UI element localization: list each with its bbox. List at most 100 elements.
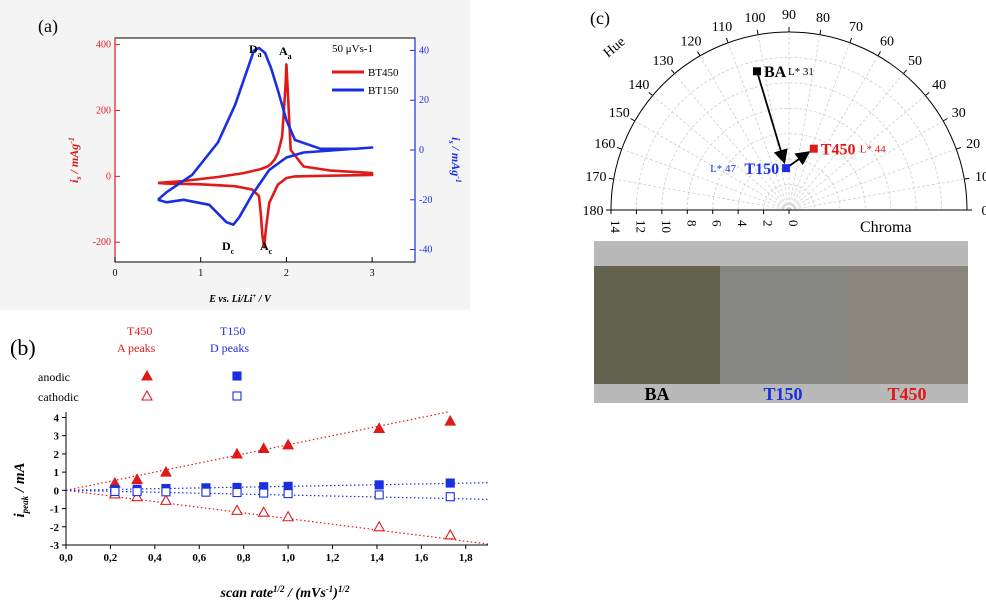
data-point bbox=[282, 510, 295, 522]
data-point bbox=[160, 465, 172, 477]
chroma-ring bbox=[712, 133, 866, 211]
hue-tick bbox=[925, 91, 930, 96]
swatch-t150 bbox=[720, 266, 846, 384]
hue-tick bbox=[608, 177, 614, 180]
data-point bbox=[232, 487, 242, 498]
panel-c-chart: (c) 010203040506070809010011012013014015… bbox=[583, 8, 986, 404]
point-label-t150: T150 bbox=[744, 161, 779, 178]
hue-tick bbox=[670, 69, 675, 74]
legend-a-peaks: A peaks bbox=[117, 341, 156, 355]
data-point bbox=[445, 478, 455, 488]
panel-b-chart: (b) T450 A peaks T150 D peaks anodic cat… bbox=[10, 324, 489, 601]
x-tick-label: 1,0 bbox=[281, 552, 295, 564]
legend-t450: T450 bbox=[127, 324, 152, 338]
panel-b-points bbox=[108, 414, 457, 540]
x-tick-label: 0,4 bbox=[148, 552, 162, 564]
data-point bbox=[110, 486, 120, 496]
y-left-tick-label: -200 bbox=[93, 237, 111, 248]
hue-tick-label: 160 bbox=[594, 137, 615, 152]
y-tick-label: 1 bbox=[54, 467, 60, 479]
panel-a-ylabel-left: is / mAg-1 bbox=[67, 137, 83, 183]
hue-spoke bbox=[788, 55, 879, 211]
legend-d-peaks: D peaks bbox=[210, 341, 249, 355]
hue-tick-label: 150 bbox=[609, 106, 630, 121]
x-tick-label: 0,6 bbox=[192, 552, 206, 564]
y-tick-label: 2 bbox=[54, 449, 60, 461]
y-right-tick-label: 20 bbox=[419, 95, 429, 106]
legend-anodic: anodic bbox=[38, 370, 70, 384]
series-line-bt450 bbox=[157, 63, 374, 249]
legend-title: 50 μVs-1 bbox=[332, 43, 373, 55]
lightness-label-t450: L* 44 bbox=[860, 144, 886, 156]
data-point bbox=[131, 490, 144, 502]
chroma-ring bbox=[636, 57, 942, 211]
panel-a-series bbox=[157, 46, 374, 249]
lightness-label-ba: L* 31 bbox=[788, 66, 814, 78]
y-left-tick-label: 400 bbox=[96, 40, 111, 51]
hue-tick-label: 130 bbox=[653, 54, 674, 69]
legend-cathodic: cathodic bbox=[38, 390, 79, 404]
legend-marker-t150-cathodic bbox=[232, 391, 242, 401]
hue-tick-label: 170 bbox=[585, 170, 606, 185]
legend-marker-t450-anodic bbox=[141, 369, 153, 381]
chroma-ring bbox=[763, 184, 815, 211]
hue-tick bbox=[942, 118, 948, 122]
y-tick-label: -1 bbox=[50, 504, 59, 516]
hue-tick-label: 70 bbox=[849, 20, 863, 35]
panel-a-xlabel: E vs. Li/Li+ / V bbox=[208, 292, 272, 305]
hue-axis-label: Hue bbox=[601, 35, 629, 61]
point-ba bbox=[752, 67, 761, 76]
chroma-tick-label: 12 bbox=[633, 220, 648, 233]
hue-tick-label: 120 bbox=[681, 34, 702, 49]
chroma-tick-label: 4 bbox=[735, 220, 750, 227]
hue-tick bbox=[697, 51, 701, 57]
panel-a-annotations: Da Aa Dc Ac bbox=[222, 42, 292, 256]
data-point bbox=[257, 506, 270, 517]
data-point bbox=[257, 442, 270, 453]
hue-tick bbox=[616, 146, 622, 150]
panel-b-fit-lines bbox=[65, 411, 489, 545]
hue-tick-label: 30 bbox=[952, 106, 966, 121]
data-point bbox=[231, 447, 243, 459]
hue-spoke bbox=[621, 148, 790, 211]
hue-tick bbox=[849, 37, 853, 43]
y-right-tick-label: 0 bbox=[419, 145, 424, 156]
data-point bbox=[373, 520, 386, 532]
hue-tick-label: 20 bbox=[966, 137, 980, 152]
hue-tick-label: 100 bbox=[744, 11, 765, 26]
swatch-label-t150: T150 bbox=[763, 384, 802, 404]
hue-tick-label: 110 bbox=[712, 20, 732, 35]
x-tick-label: 0,2 bbox=[104, 552, 118, 564]
arrow-t150-to-t450 bbox=[788, 151, 811, 167]
chroma-tick-label: 2 bbox=[761, 220, 776, 227]
point-label-t450: T450 bbox=[821, 142, 856, 159]
data-point bbox=[374, 490, 384, 500]
hue-tick-label: 180 bbox=[583, 204, 604, 219]
y-right-tick-label: -40 bbox=[419, 245, 432, 256]
swatch-label-t450: T450 bbox=[887, 384, 926, 404]
data-point bbox=[444, 528, 457, 540]
x-tick-label: 3 bbox=[370, 268, 375, 279]
chroma-tick-label: 10 bbox=[659, 220, 674, 233]
x-tick-label: 0 bbox=[113, 268, 118, 279]
x-tick-label: 1 bbox=[198, 268, 203, 279]
panel-b-xlabel: scan rate1/2 / (mVs-1)1/2 bbox=[220, 584, 350, 601]
data-point bbox=[201, 487, 211, 497]
legend-t150: T150 bbox=[220, 324, 245, 338]
x-tick-label: 1,4 bbox=[370, 552, 384, 564]
data-point bbox=[231, 504, 243, 515]
swatch-ba bbox=[594, 266, 720, 384]
chroma-ring bbox=[661, 82, 917, 211]
y-left-tick-label: 0 bbox=[106, 171, 111, 182]
fit-line-red bbox=[65, 411, 449, 491]
panel-b-axes: 0,0 0,2 0,4 0,6 0,8 1,0 1,2 1,4 1,6 1,8 4 3 2 1 0 -1 -2 -… bbox=[50, 412, 488, 564]
y-tick-label: 3 bbox=[54, 431, 60, 443]
point-label-ba: BA bbox=[764, 64, 787, 81]
fit-line-red bbox=[65, 489, 489, 545]
data-point bbox=[132, 487, 142, 497]
hue-spoke bbox=[788, 120, 944, 211]
y-right-tick-label: -20 bbox=[419, 195, 432, 206]
lightness-label-t150: L* 47 bbox=[710, 163, 736, 175]
hue-tick bbox=[877, 51, 881, 57]
